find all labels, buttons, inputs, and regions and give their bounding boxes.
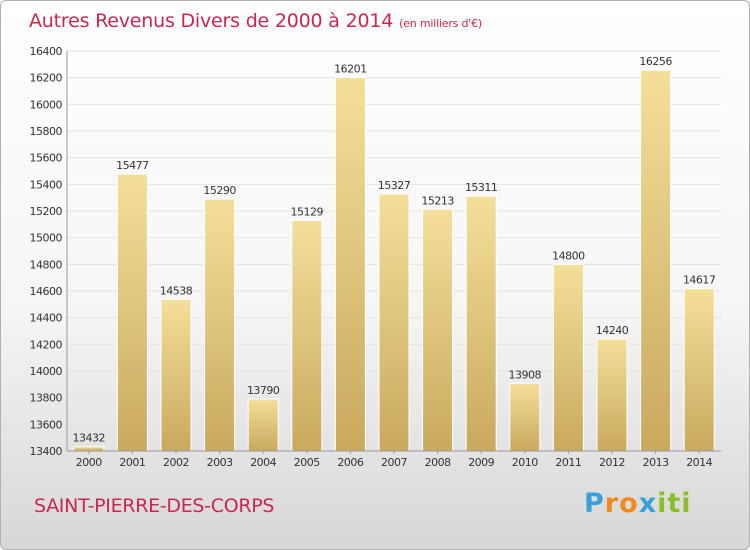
bars <box>73 69 715 452</box>
y-tick-label: 15200 <box>30 205 63 218</box>
x-tick-label: 2010 <box>512 456 538 469</box>
bar <box>640 69 672 452</box>
x-tick-label: 2007 <box>381 456 407 469</box>
data-label: 15129 <box>291 205 324 218</box>
x-tick-label: 2004 <box>250 456 276 469</box>
logo-letter: i <box>657 488 668 519</box>
data-label: 16201 <box>334 63 367 76</box>
y-tick-label: 15400 <box>30 178 63 191</box>
data-label: 14538 <box>160 284 193 297</box>
x-axis: 2000 2001 2002 2003 2004 2005 2006 2007 2008 2009… <box>76 451 713 469</box>
bar <box>204 198 236 452</box>
y-tick-label: 15600 <box>30 152 63 165</box>
chart-title: Autres Revenus Divers de 2000 à 2014 (en … <box>29 10 482 32</box>
data-label: 15213 <box>421 194 454 207</box>
bar <box>160 298 192 452</box>
logo-letter: i <box>681 488 692 519</box>
y-tick-label: 15800 <box>30 125 63 138</box>
data-label: 13432 <box>73 432 106 445</box>
x-tick-label: 2011 <box>555 456 581 469</box>
proxiti-logo: Proxiti <box>584 488 692 519</box>
bar <box>465 195 497 452</box>
data-label: 14617 <box>683 274 716 287</box>
x-tick-label: 2001 <box>119 456 145 469</box>
x-tick-label: 2002 <box>163 456 189 469</box>
data-label: 15477 <box>116 159 149 172</box>
x-tick-label: 2005 <box>294 456 320 469</box>
bar <box>596 338 628 452</box>
data-label: 15290 <box>203 184 236 197</box>
data-label: 13790 <box>247 384 280 397</box>
y-tick-label: 14400 <box>30 312 63 325</box>
logo-letter: r <box>604 488 620 519</box>
data-label: 15327 <box>378 179 411 192</box>
y-tick-label: 14200 <box>30 338 63 351</box>
data-label: 13908 <box>509 368 542 381</box>
y-tick-label: 13400 <box>30 445 63 458</box>
y-tick-label: 15000 <box>30 232 63 245</box>
bar <box>683 288 715 452</box>
bar <box>552 263 584 452</box>
logo-letter: o <box>619 488 639 519</box>
bar <box>334 77 366 452</box>
x-tick-label: 2012 <box>599 456 625 469</box>
x-tick-label: 2014 <box>686 456 712 469</box>
y-tick-label: 14000 <box>30 365 63 378</box>
data-label: 14800 <box>552 249 585 262</box>
city-name: SAINT-PIERRE-DES-CORPS <box>34 495 275 517</box>
y-tick-label: 13600 <box>30 418 63 431</box>
bar <box>116 173 148 452</box>
x-tick-label: 2008 <box>425 456 451 469</box>
x-tick-label: 2006 <box>337 456 363 469</box>
chart-subtitle: (en milliers d'€) <box>399 17 483 30</box>
y-tick-label: 16200 <box>30 72 63 85</box>
bar <box>378 193 410 452</box>
data-label: 16256 <box>639 55 672 68</box>
data-labels: 13432 15477 14538 15290 13790 15129 16201 15327… <box>73 55 717 445</box>
bar <box>291 219 323 452</box>
logo-letter: x <box>638 488 658 519</box>
data-label: 14240 <box>596 324 629 337</box>
data-label: 15311 <box>465 181 498 194</box>
y-tick-label: 16000 <box>30 98 63 111</box>
y-tick-label: 16400 <box>30 45 63 58</box>
bar <box>509 382 541 452</box>
x-tick-label: 2003 <box>207 456 233 469</box>
y-tick-label: 14600 <box>30 285 63 298</box>
x-tick-label: 2000 <box>76 456 102 469</box>
chart-title-text: Autres Revenus Divers de 2000 à 2014 <box>29 10 394 32</box>
bar <box>422 208 454 452</box>
x-tick-label: 2013 <box>643 456 669 469</box>
y-tick-label: 14800 <box>30 258 63 271</box>
y-tick-label: 13800 <box>30 392 63 405</box>
bar <box>73 446 105 452</box>
logo-letter: t <box>667 488 682 519</box>
x-tick-label: 2009 <box>468 456 494 469</box>
bar <box>247 398 279 452</box>
logo-letter: P <box>584 488 605 519</box>
